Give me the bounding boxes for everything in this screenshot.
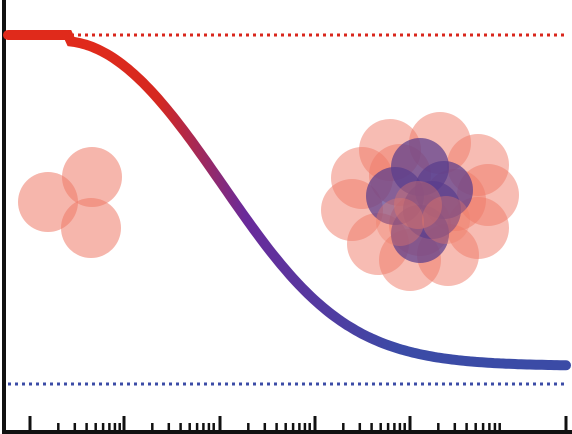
sigmoid-curve <box>3 30 571 371</box>
large-cluster-overlay-particle <box>394 181 442 229</box>
large-cluster-overlay-particle <box>422 196 470 244</box>
large-cluster-core-particle <box>403 181 461 239</box>
small-particle-cluster <box>18 147 122 258</box>
small-cluster-particle <box>62 147 122 207</box>
large-particle-cluster <box>321 112 519 291</box>
x-axis-ticks <box>28 416 568 430</box>
small-cluster-particle <box>18 172 78 232</box>
small-cluster-particle <box>61 198 121 258</box>
large-cluster-overlay-particle <box>376 198 424 246</box>
